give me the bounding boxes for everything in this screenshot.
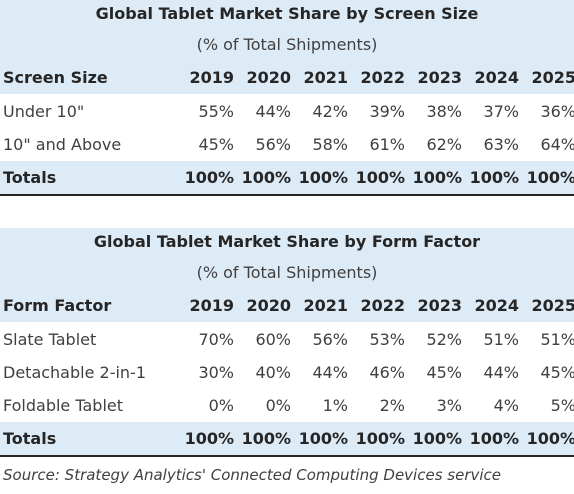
table-row: Under 10" 55% 44% 42% 39% 38% 37% 36% <box>0 95 574 129</box>
table-cell: 40% <box>255 363 291 382</box>
column-header-year: 2024 <box>462 288 519 323</box>
table-title: Global Tablet Market Share by Form Facto… <box>93 232 481 251</box>
row-label: Under 10" <box>3 102 85 121</box>
table-title: Global Tablet Market Share by Screen Siz… <box>95 4 479 23</box>
totals-cell: 100% <box>291 422 348 457</box>
column-header-year: 2025 <box>519 288 574 323</box>
table-cell: 36% <box>540 102 574 121</box>
column-header-year: 2019 <box>177 60 234 95</box>
column-header-year: 2020 <box>234 60 291 95</box>
table-cell: 1% <box>322 396 348 415</box>
totals-cell: 100% <box>462 161 519 196</box>
table-cell: 70% <box>198 330 234 349</box>
table-cell: 53% <box>369 330 405 349</box>
table-cell: 45% <box>540 363 574 382</box>
header-row: Form Factor 2019 2020 2021 2022 2023 202… <box>0 288 574 323</box>
table-cell: 46% <box>369 363 405 382</box>
table-cell: 45% <box>198 135 234 154</box>
row-label: Foldable Tablet <box>3 396 124 415</box>
table-cell: 42% <box>312 102 348 121</box>
column-header-label: Screen Size <box>0 60 177 95</box>
table-cell: 60% <box>255 330 291 349</box>
table-cell: 56% <box>312 330 348 349</box>
totals-row: Totals 100% 100% 100% 100% 100% 100% 100… <box>0 422 574 457</box>
table-cell: 0% <box>265 396 291 415</box>
table-cell: 30% <box>198 363 234 382</box>
totals-row: Totals 100% 100% 100% 100% 100% 100% 100… <box>0 161 574 196</box>
totals-cell: 100% <box>177 422 234 457</box>
totals-cell: 100% <box>348 422 405 457</box>
table-cell: 44% <box>312 363 348 382</box>
table-cell: 63% <box>483 135 519 154</box>
table-cell: 58% <box>312 135 348 154</box>
source-note: Source: Strategy Analytics' Connected Co… <box>3 466 502 484</box>
totals-cell: 100% <box>519 161 574 196</box>
table-cell: 3% <box>436 396 462 415</box>
table-row: 10" and Above 45% 56% 58% 61% 62% 63% 64… <box>0 128 574 161</box>
totals-cell: 100% <box>234 422 291 457</box>
screen-size-title-area: Global Tablet Market Share by Screen Siz… <box>0 0 574 60</box>
table-subtitle: (% of Total Shipments) <box>196 35 378 54</box>
column-header-year: 2024 <box>462 60 519 95</box>
table-cell: 64% <box>540 135 574 154</box>
table-cell: 45% <box>426 363 462 382</box>
form-factor-title-area: Global Tablet Market Share by Form Facto… <box>0 228 574 288</box>
table-cell: 37% <box>483 102 519 121</box>
table-cell: 56% <box>255 135 291 154</box>
totals-cell: 100% <box>348 161 405 196</box>
totals-cell: 100% <box>177 161 234 196</box>
table-cell: 5% <box>550 396 574 415</box>
table-cell: 51% <box>483 330 519 349</box>
totals-cell: 100% <box>462 422 519 457</box>
table-row: Foldable Tablet 0% 0% 1% 2% 3% 4% 5% <box>0 389 574 422</box>
column-header-year: 2021 <box>291 60 348 95</box>
table-cell: 61% <box>369 135 405 154</box>
column-header-year: 2022 <box>348 288 405 323</box>
totals-label: Totals <box>0 422 177 457</box>
table-row: Detachable 2-in-1 30% 40% 44% 46% 45% 44… <box>0 356 574 389</box>
table-subtitle: (% of Total Shipments) <box>196 263 378 282</box>
row-label: 10" and Above <box>3 135 122 154</box>
table-cell: 52% <box>426 330 462 349</box>
column-header-year: 2020 <box>234 288 291 323</box>
totals-cell: 100% <box>405 161 462 196</box>
table-cell: 4% <box>493 396 519 415</box>
header-row: Screen Size 2019 2020 2021 2022 2023 202… <box>0 60 574 95</box>
table-row: Slate Tablet 70% 60% 56% 53% 52% 51% 51% <box>0 323 574 357</box>
column-header-year: 2025 <box>519 60 574 95</box>
totals-cell: 100% <box>234 161 291 196</box>
totals-cell: 100% <box>405 422 462 457</box>
totals-label: Totals <box>0 161 177 196</box>
table-cell: 51% <box>540 330 574 349</box>
totals-cell: 100% <box>519 422 574 457</box>
table-cell: 62% <box>426 135 462 154</box>
table-cell: 55% <box>198 102 234 121</box>
column-header-label: Form Factor <box>0 288 177 323</box>
table-cell: 44% <box>483 363 519 382</box>
screen-size-table-block: Global Tablet Market Share by Screen Siz… <box>0 0 574 196</box>
table-cell: 44% <box>255 102 291 121</box>
column-header-year: 2022 <box>348 60 405 95</box>
column-header-year: 2021 <box>291 288 348 323</box>
form-factor-table: Form Factor 2019 2020 2021 2022 2023 202… <box>0 288 574 457</box>
table-cell: 38% <box>426 102 462 121</box>
column-header-year: 2023 <box>405 288 462 323</box>
form-factor-table-block: Global Tablet Market Share by Form Facto… <box>0 228 574 457</box>
screen-size-table: Screen Size 2019 2020 2021 2022 2023 202… <box>0 60 574 196</box>
row-label: Detachable 2-in-1 <box>3 363 147 382</box>
table-cell: 39% <box>369 102 405 121</box>
column-header-year: 2019 <box>177 288 234 323</box>
table-cell: 2% <box>379 396 405 415</box>
column-header-year: 2023 <box>405 60 462 95</box>
totals-cell: 100% <box>291 161 348 196</box>
row-label: Slate Tablet <box>3 330 97 349</box>
table-cell: 0% <box>208 396 234 415</box>
